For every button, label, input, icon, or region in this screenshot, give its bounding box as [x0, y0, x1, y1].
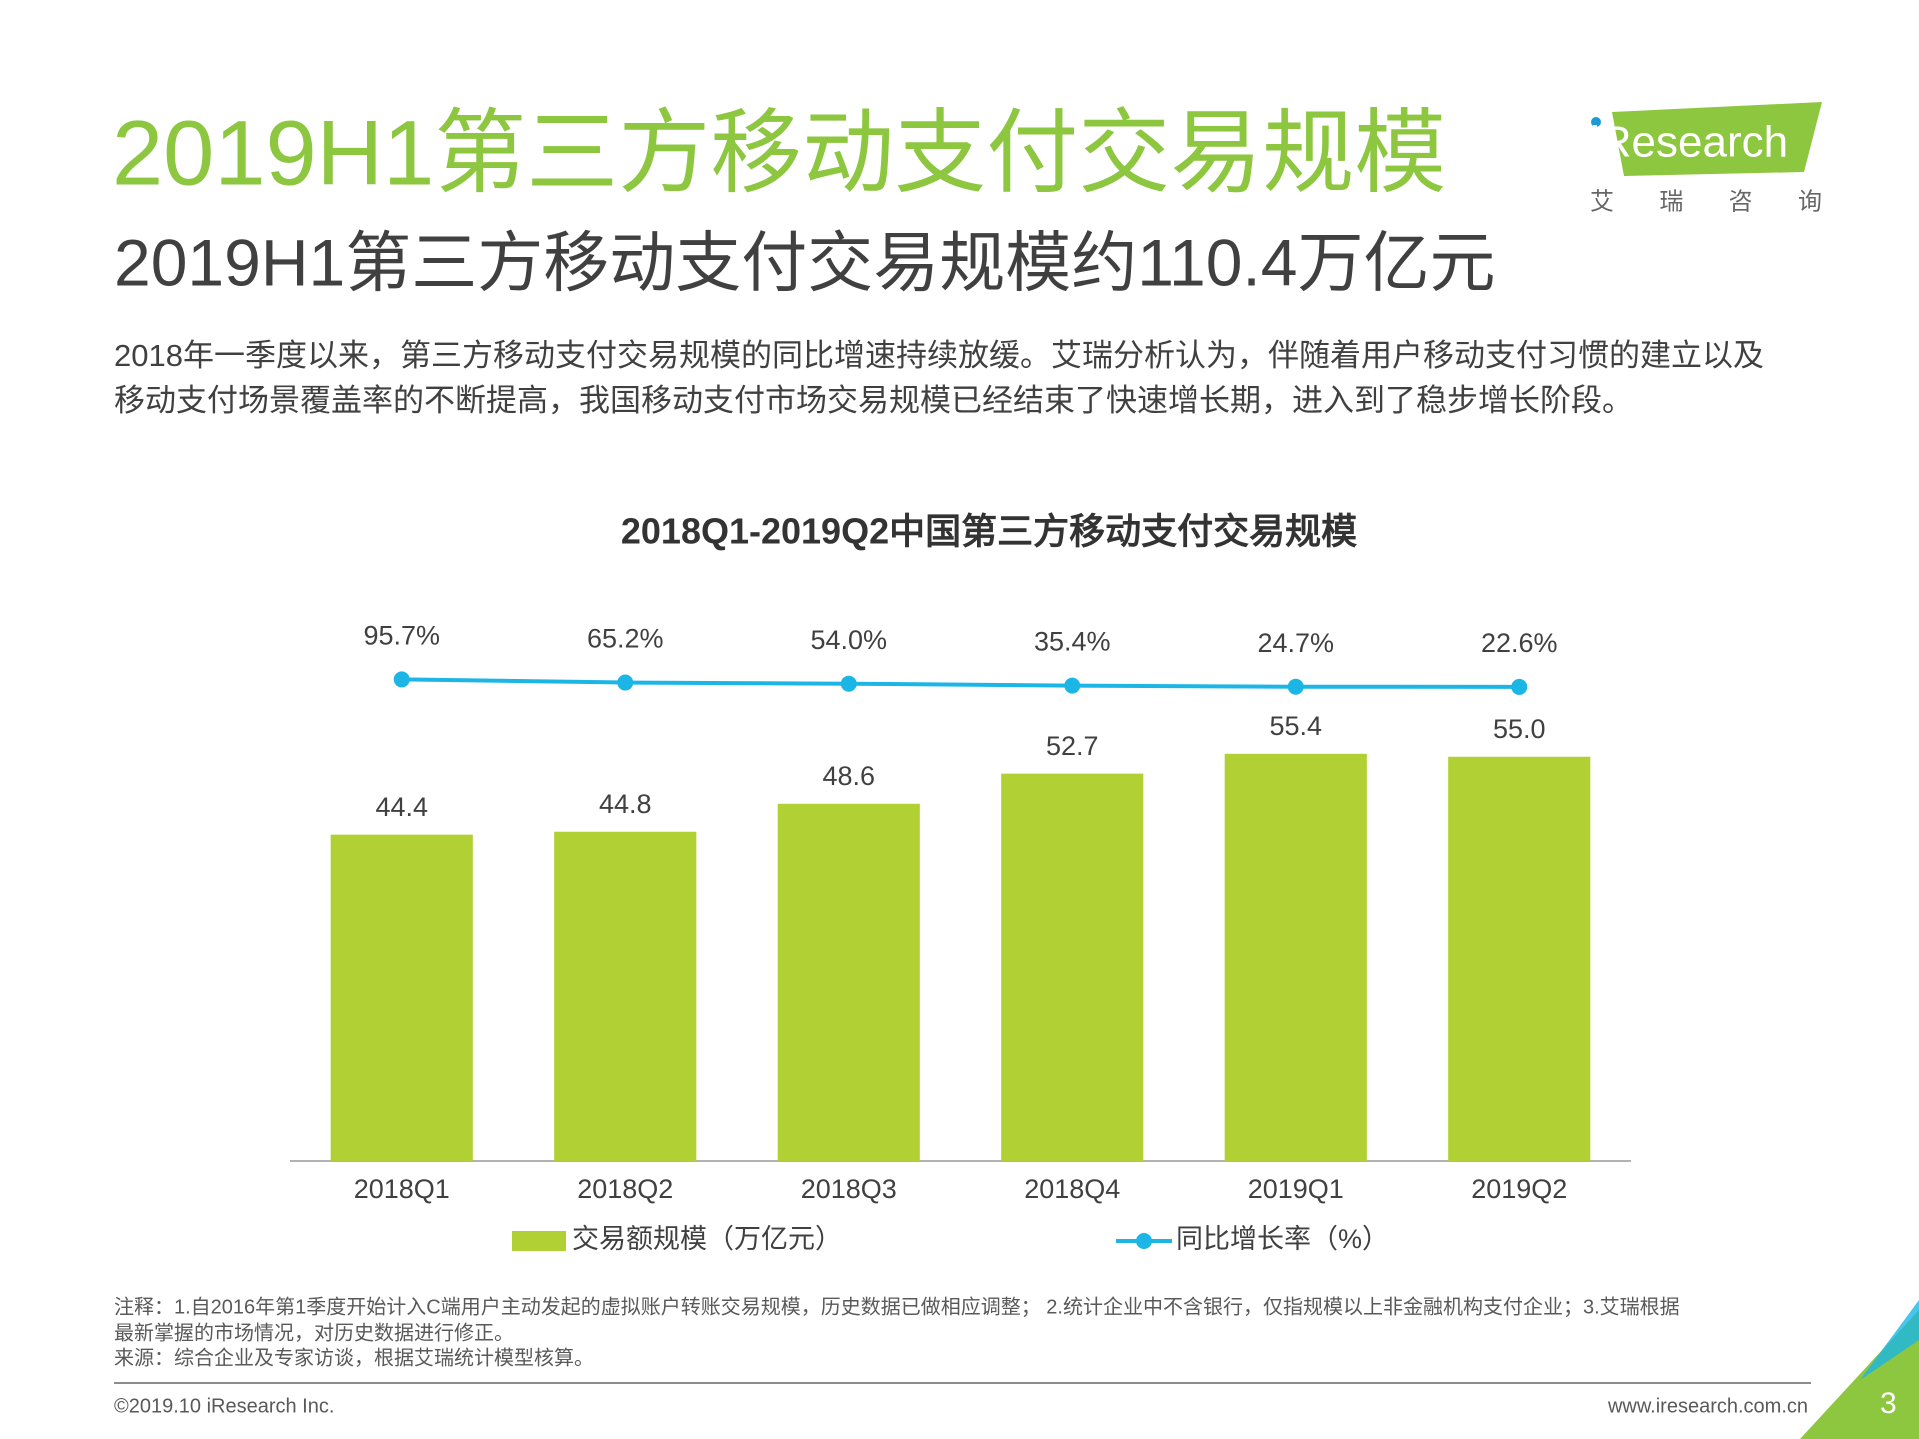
legend-label: 交易额规模（万亿元） — [572, 1224, 842, 1254]
x-tick-label: 2018Q2 — [577, 1174, 673, 1204]
x-tick-label: 2019Q1 — [1248, 1174, 1344, 1204]
legend-label: 同比增长率（%） — [1176, 1224, 1389, 1254]
logo-dot — [1591, 117, 1601, 127]
line-value-label: 65.2% — [587, 624, 664, 654]
line-point — [1064, 677, 1081, 694]
x-tick-label: 2019Q2 — [1471, 1174, 1567, 1204]
line-point — [393, 671, 410, 688]
logo-shape — [1612, 102, 1822, 176]
bar-value-label: 44.8 — [599, 789, 652, 819]
line-value-label: 24.7% — [1257, 628, 1334, 658]
bar — [1448, 756, 1591, 1161]
bar-value-label: 55.0 — [1493, 714, 1546, 744]
bar — [330, 834, 473, 1161]
x-tick-label: 2018Q3 — [801, 1174, 897, 1204]
line-value-label: 35.4% — [1034, 627, 1111, 657]
page-title: 2019H1第三方移动支付交易规模 — [112, 102, 1446, 204]
paragraph-line: 2018年一季度以来，第三方移动支付交易规模的同比增速持续放缓。艾瑞分析认为，伴… — [114, 338, 1764, 373]
note-line: 注释：1.自2016年第1季度开始计入C端用户主动发起的虚拟账户转账交易规模，历… — [114, 1295, 1680, 1318]
line-value-label: 54.0% — [810, 625, 887, 655]
line-value-label: 95.7% — [363, 621, 440, 651]
legend-swatch — [512, 1231, 566, 1251]
bar-value-label: 44.4 — [375, 792, 428, 822]
legend-swatch-dot — [1136, 1233, 1152, 1249]
line-point — [1511, 678, 1528, 695]
bar — [1001, 773, 1144, 1161]
bar-value-label: 55.4 — [1269, 711, 1322, 741]
bar — [1224, 753, 1367, 1161]
bar-value-label: 48.6 — [822, 761, 875, 791]
logo-text: iResearch — [1590, 118, 1788, 167]
line-point — [1287, 678, 1304, 695]
bar-value-label: 52.7 — [1046, 731, 1099, 761]
x-tick-label: 2018Q4 — [1024, 1174, 1120, 1204]
note-line: 最新掌握的市场情况，对历史数据进行修正。 — [114, 1321, 514, 1344]
note-line: 来源：综合企业及专家访谈，根据艾瑞统计模型核算。 — [114, 1346, 594, 1369]
copyright: ©2019.10 iResearch Inc. — [114, 1395, 334, 1417]
x-tick-label: 2018Q1 — [354, 1174, 450, 1204]
corner-accent — [1860, 1300, 1919, 1380]
line-point — [617, 674, 634, 691]
paragraph-line: 移动支付场景覆盖率的不断提高，我国移动支付市场交易规模已经结束了快速增长期，进入… — [114, 383, 1633, 418]
bar — [777, 803, 920, 1161]
page-number: 3 — [1880, 1387, 1897, 1420]
line-point — [840, 675, 857, 692]
line — [401, 677, 1520, 689]
bar — [554, 831, 697, 1161]
page-subtitle: 2019H1第三方移动支付交易规模约110.4万亿元 — [114, 225, 1495, 299]
line-value-label: 22.6% — [1481, 628, 1558, 658]
url: www.iresearch.com.cn — [1607, 1395, 1808, 1417]
logo-cn: 艾 瑞 咨 询 — [1590, 188, 1822, 215]
chart-title: 2018Q1-2019Q2中国第三方移动支付交易规模 — [621, 511, 1357, 552]
